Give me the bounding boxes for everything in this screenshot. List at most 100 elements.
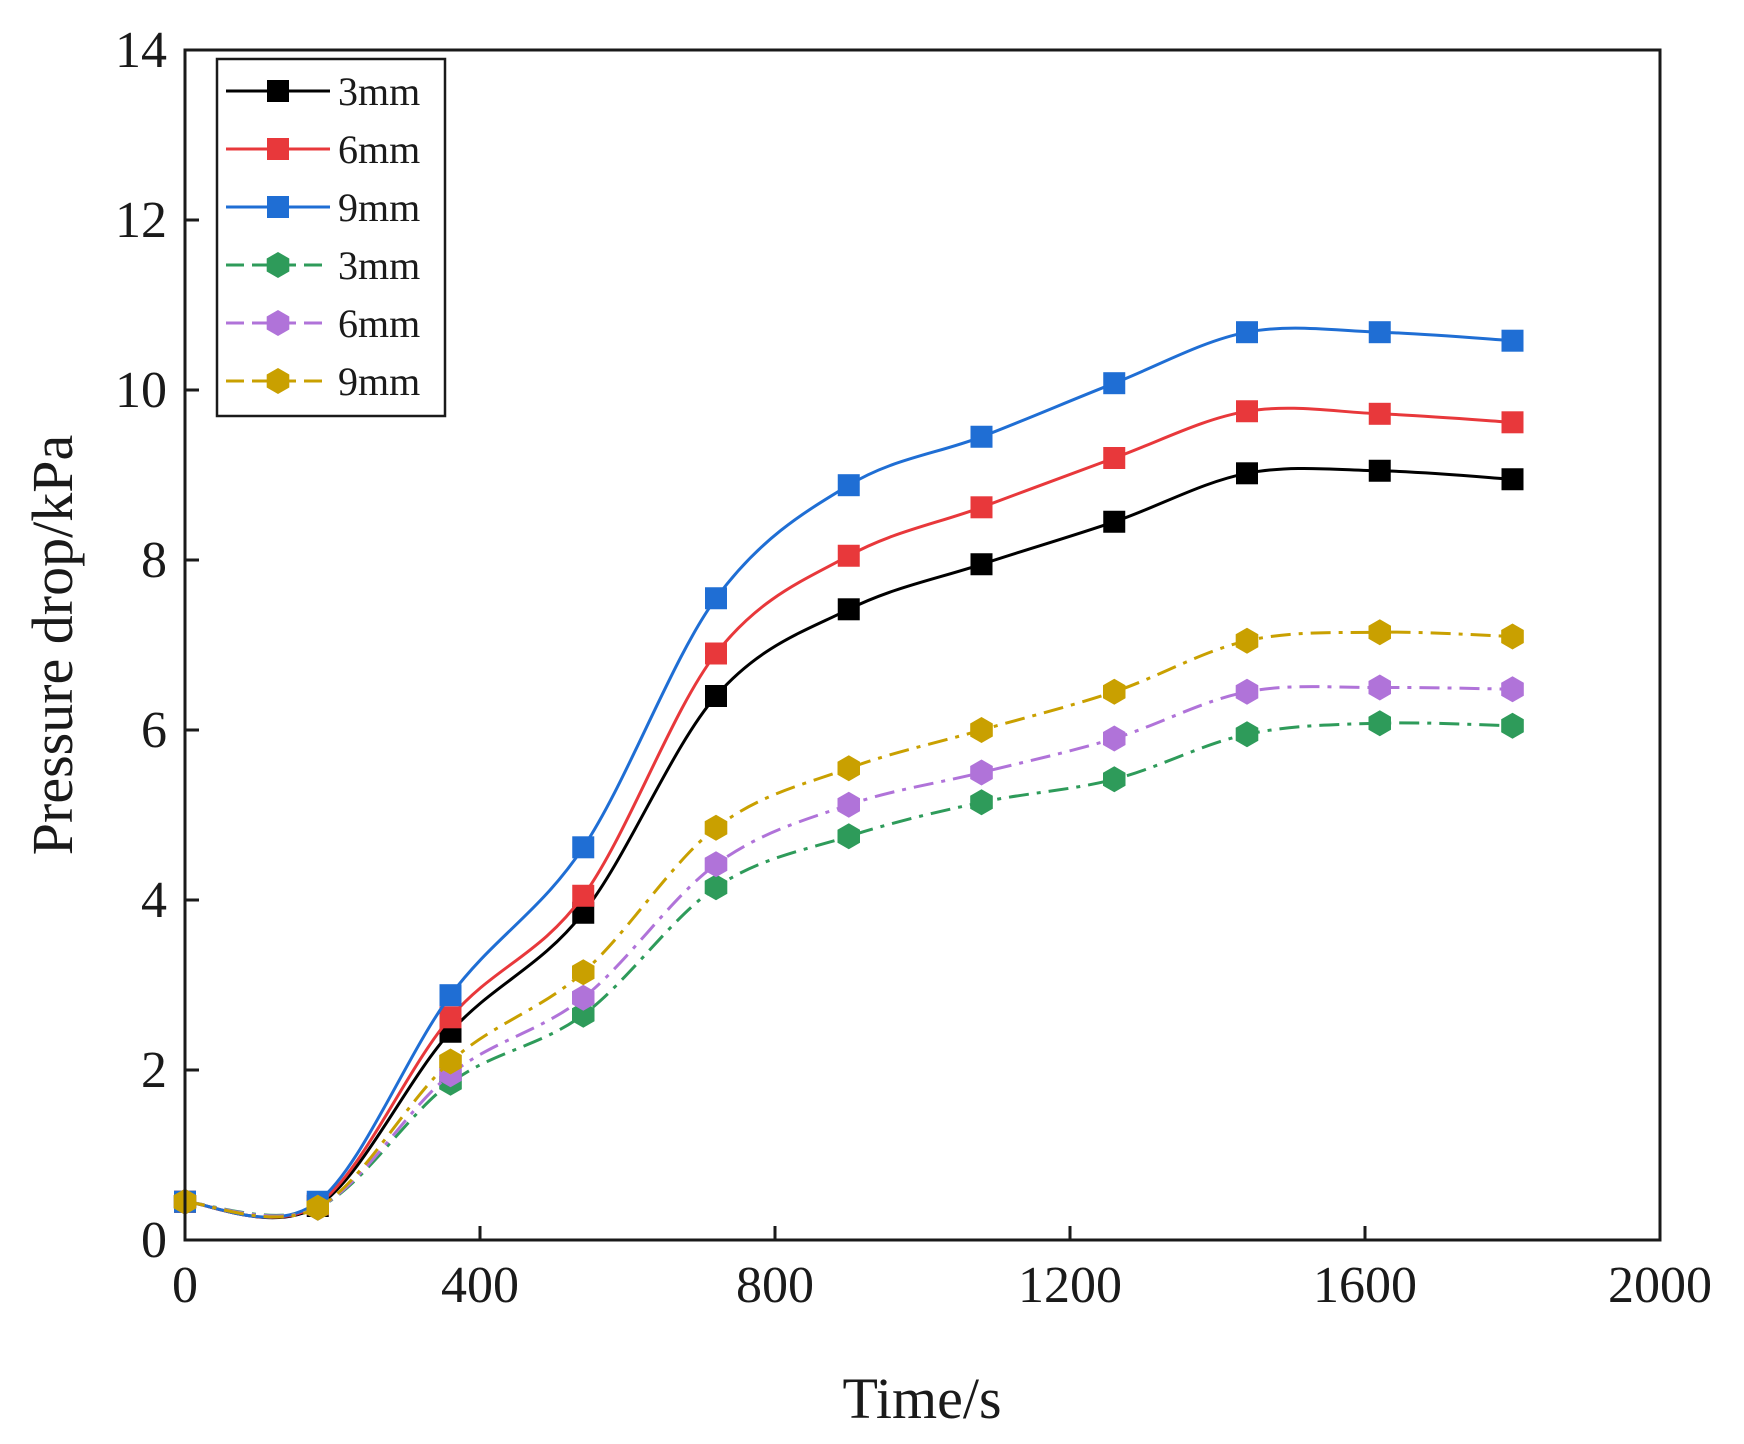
data-point [1103,447,1126,469]
data-point [1501,676,1524,703]
series-line [184,721,1513,1217]
series-layer [173,321,1524,1221]
plot-frame [183,48,1662,1242]
data-point [1236,321,1258,344]
legend-marker [266,368,290,394]
data-point [572,1001,595,1028]
y-tick-label: 12 [115,192,167,249]
data-point [572,959,595,986]
series-line [184,466,1513,1220]
data-point [439,1006,462,1029]
tick-layer: 0 400 800 1200 1600 2000 0 2 4 6 8 10 12 14 [115,22,1712,1314]
data-point [704,874,728,901]
data-point [970,496,993,519]
legend-items: 3mm 6mm 9mm 3mm 6mm 9mm [226,69,420,404]
data-point [1501,468,1524,491]
data-point [572,884,595,907]
data-point [705,685,727,707]
data-point [1103,510,1126,533]
data-point [306,1194,329,1221]
series-6-9mm [173,619,1524,1221]
data-point [1368,459,1391,482]
legend-label: 9mm [338,359,420,404]
legend-box [215,57,447,418]
legend-item-4: 3mm [226,243,420,288]
legend-label: 9mm [338,185,420,230]
x-tick-label: 1200 [1018,1257,1122,1314]
data-point [704,851,728,878]
data-point [1501,411,1524,434]
series-line [184,685,1513,1218]
legend-marker [267,196,289,218]
legend-item-2: 6mm [226,127,420,172]
data-point [837,791,860,818]
data-point [970,553,993,576]
x-axis-title: Time/s [842,1366,1001,1431]
y-tick-label: 4 [141,872,167,929]
data-point [1236,462,1258,485]
y-tick-label: 14 [115,22,167,79]
data-point [837,544,860,567]
data-point [837,598,860,621]
data-point [970,425,993,448]
x-tick-label: 2000 [1608,1257,1712,1314]
legend-marker [266,252,290,278]
legend-item-5: 6mm [226,301,420,346]
data-point [1103,372,1126,395]
data-point [970,717,993,743]
data-point [1235,627,1259,654]
data-point [1368,402,1391,425]
data-point [1235,678,1259,705]
data-point [572,901,595,924]
legend-marker [267,80,289,102]
y-tick-label: 8 [141,532,167,589]
y-axis-title: Pressure drop/kPa [20,435,85,855]
legend-marker [266,310,290,336]
data-point [1368,321,1391,344]
data-point [1501,712,1524,739]
data-point [970,789,993,816]
data-point [1236,400,1258,423]
x-tick-label: 400 [441,1257,519,1314]
y-tick-label: 0 [141,1212,167,1269]
data-point [1235,721,1259,748]
data-point [837,823,860,850]
legend: 3mm 6mm 9mm 3mm 6mm 9mm [215,57,447,418]
x-tick-label: 800 [736,1257,814,1314]
data-point [1368,619,1391,646]
x-tick-label: 0 [172,1257,198,1314]
legend-label: 6mm [338,127,420,172]
y-tick-label: 6 [141,702,167,759]
data-point [837,474,860,497]
series-4-3mm [173,710,1524,1221]
series-line [184,326,1513,1219]
data-point [439,984,462,1007]
y-tick-label: 10 [115,362,167,419]
data-point [704,814,728,841]
data-point [1103,766,1126,793]
legend-item-1: 3mm [226,69,420,114]
y-tick-label: 2 [141,1042,167,1099]
data-point [1368,674,1391,701]
legend-marker [267,138,289,160]
data-point [439,1048,462,1075]
data-point [970,759,993,786]
data-point [1103,678,1126,705]
data-point [1501,329,1524,352]
x-tick-label: 1600 [1313,1257,1417,1314]
data-point [837,755,860,782]
data-point [705,642,727,665]
data-point [1103,725,1126,752]
data-point [1501,623,1524,650]
legend-item-6: 9mm [226,359,420,404]
legend-label: 3mm [338,69,420,114]
data-point [1368,710,1391,737]
data-point [705,587,727,610]
data-point [572,984,595,1011]
series-line [184,406,1513,1219]
legend-label: 6mm [338,301,420,346]
legend-label: 3mm [338,243,420,288]
data-point [572,836,595,859]
legend-item-3: 9mm [226,185,420,230]
